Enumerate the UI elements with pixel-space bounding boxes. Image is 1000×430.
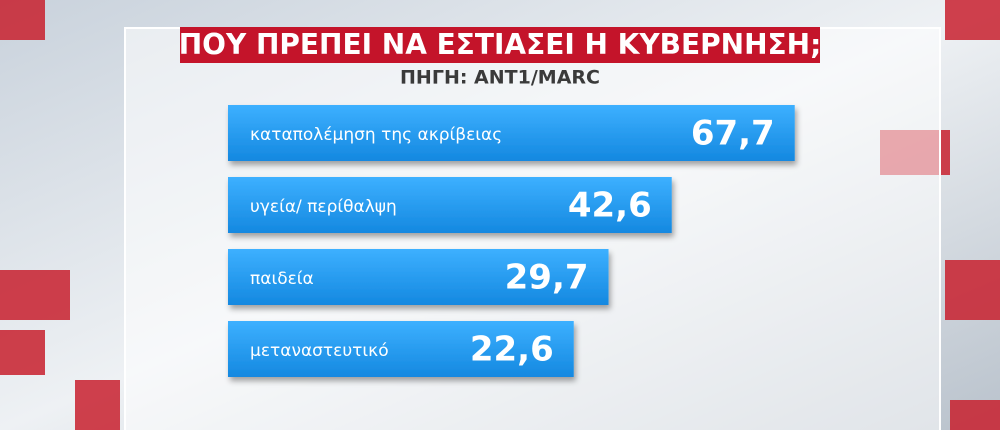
bar	[463, 177, 672, 233]
bar-label-area	[228, 249, 464, 305]
bar	[463, 249, 609, 305]
bar	[463, 105, 795, 161]
bar-label-area	[228, 105, 464, 161]
bar	[463, 321, 574, 377]
chart-title: ΠΟΥ ΠΡΕΠΕΙ ΝΑ ΕΣΤΙΑΣΕΙ Η ΚΥΒΕΡΝΗΣΗ;	[179, 28, 822, 61]
value-label: 29,7	[505, 258, 589, 298]
value-label: 22,6	[470, 330, 554, 370]
bar-label-area	[228, 321, 464, 377]
bar-group	[228, 105, 795, 161]
category-label: παιδεία	[250, 269, 314, 289]
value-label: 67,7	[691, 114, 775, 154]
title-banner	[180, 27, 820, 63]
bar-group	[228, 177, 672, 233]
value-label: 42,6	[568, 186, 652, 226]
chart-subtitle: ΠΗΓΗ: ANT1/MARC	[400, 67, 600, 89]
category-label: καταπολέμηση της ακρίβειας	[250, 125, 502, 145]
bar-label-area	[228, 177, 464, 233]
category-label: υγεία/ περίθαλψη	[250, 197, 397, 217]
bar-group	[228, 321, 574, 377]
category-label: μεταναστευτικό	[250, 341, 389, 361]
bar-group	[228, 249, 609, 305]
